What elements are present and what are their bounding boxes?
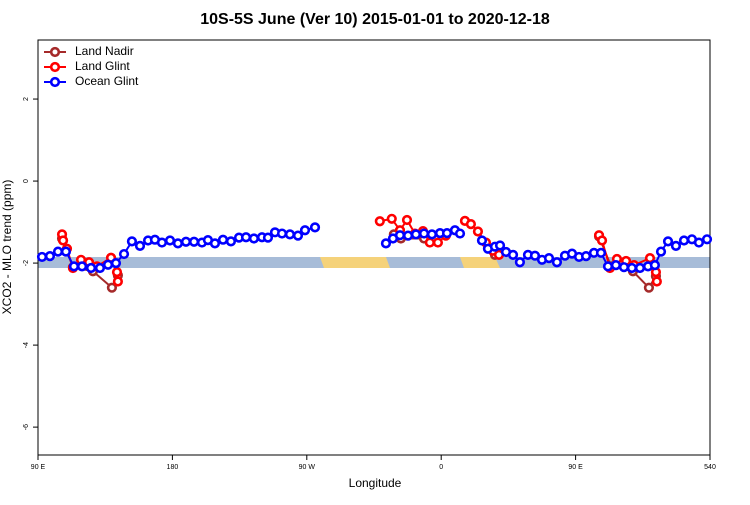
data-point	[209, 238, 221, 249]
legend-label: Land Glint	[75, 59, 130, 73]
data-point	[670, 240, 682, 251]
data-point	[693, 237, 705, 248]
legend-label: Ocean Glint	[75, 74, 139, 88]
data-point	[543, 253, 555, 264]
land-strip	[38, 257, 710, 268]
data-point	[476, 235, 488, 246]
data-point	[225, 236, 237, 247]
x-tick-label: 90 E	[31, 464, 46, 471]
data-point	[618, 262, 630, 273]
data-point	[292, 230, 304, 241]
data-point	[309, 222, 321, 233]
data-point	[172, 238, 184, 249]
data-point	[126, 236, 138, 247]
data-point	[156, 237, 168, 248]
y-tick-label: -4	[23, 342, 30, 348]
data-point	[472, 226, 484, 237]
land-patch	[320, 257, 390, 268]
data-point	[262, 232, 274, 243]
data-point	[60, 246, 72, 257]
data-point	[454, 228, 466, 239]
data-point	[217, 234, 229, 245]
data-point	[164, 235, 176, 246]
chart-title: 10S-5S June (Ver 10) 2015-01-01 to 2020-…	[200, 11, 550, 28]
data-point	[102, 259, 114, 270]
data-point	[580, 251, 592, 262]
data-point	[424, 237, 435, 248]
data-point	[649, 260, 660, 271]
data-point	[529, 250, 541, 261]
x-tick-label: 90 E	[568, 464, 583, 471]
legend-label: Land Nadir	[75, 44, 134, 58]
legend-marker	[49, 61, 61, 73]
y-axis-label: XCO2 - MLO trend (ppm)	[0, 180, 14, 315]
data-point	[68, 261, 80, 272]
data-point	[551, 257, 563, 268]
data-point	[401, 214, 413, 226]
data-point	[134, 240, 146, 251]
data-point	[701, 234, 713, 245]
data-point	[52, 246, 64, 257]
legend-marker	[49, 46, 61, 58]
legend-marker	[49, 76, 61, 88]
data-point	[655, 246, 667, 257]
land-patch	[460, 257, 500, 268]
data-point	[432, 237, 444, 248]
data-point	[465, 219, 477, 230]
data-point	[248, 233, 260, 244]
data-point	[626, 262, 637, 274]
data-point	[57, 235, 69, 246]
y-tick-label: 2	[23, 97, 30, 101]
data-point	[441, 228, 453, 239]
data-point	[634, 262, 646, 274]
data-point	[662, 236, 674, 247]
data-point	[418, 228, 430, 239]
data-point	[85, 262, 97, 274]
data-point	[76, 261, 88, 272]
data-point	[386, 213, 397, 224]
data-point	[426, 229, 438, 240]
x-tick-label: 0	[439, 464, 443, 471]
data-point	[240, 232, 252, 243]
data-point	[188, 236, 200, 247]
x-tick-label: 90 W	[299, 464, 316, 471]
data-point	[651, 276, 662, 287]
data-point	[394, 230, 406, 241]
data-point	[410, 229, 422, 240]
data-point	[380, 238, 392, 249]
data-point	[374, 216, 385, 227]
data-point	[402, 230, 414, 241]
data-point	[110, 257, 122, 269]
data-point	[299, 225, 311, 236]
y-tick-label: 0	[23, 179, 30, 183]
y-tick-label: -2	[23, 260, 30, 266]
data-point	[494, 240, 506, 251]
data-point	[596, 235, 608, 246]
data-point	[507, 249, 519, 260]
x-axis-label: Longitude	[349, 476, 402, 490]
data-point	[610, 260, 622, 271]
data-point	[106, 282, 118, 293]
data-point	[112, 276, 123, 287]
x-tick-label: 180	[167, 464, 179, 471]
data-point	[118, 248, 130, 260]
data-point	[602, 261, 614, 272]
data-point	[595, 247, 607, 258]
data-point	[643, 282, 655, 293]
data-point	[276, 228, 288, 239]
y-tick-label: -6	[23, 424, 30, 430]
data-point	[94, 262, 106, 274]
x-tick-label: 540	[704, 464, 716, 471]
data-point	[36, 251, 48, 263]
data-point	[678, 235, 690, 246]
data-point	[514, 257, 525, 268]
data-point	[180, 236, 192, 247]
data-point	[284, 229, 296, 240]
data-point	[44, 251, 56, 262]
data-point	[111, 267, 123, 278]
plot-frame	[37, 39, 711, 456]
